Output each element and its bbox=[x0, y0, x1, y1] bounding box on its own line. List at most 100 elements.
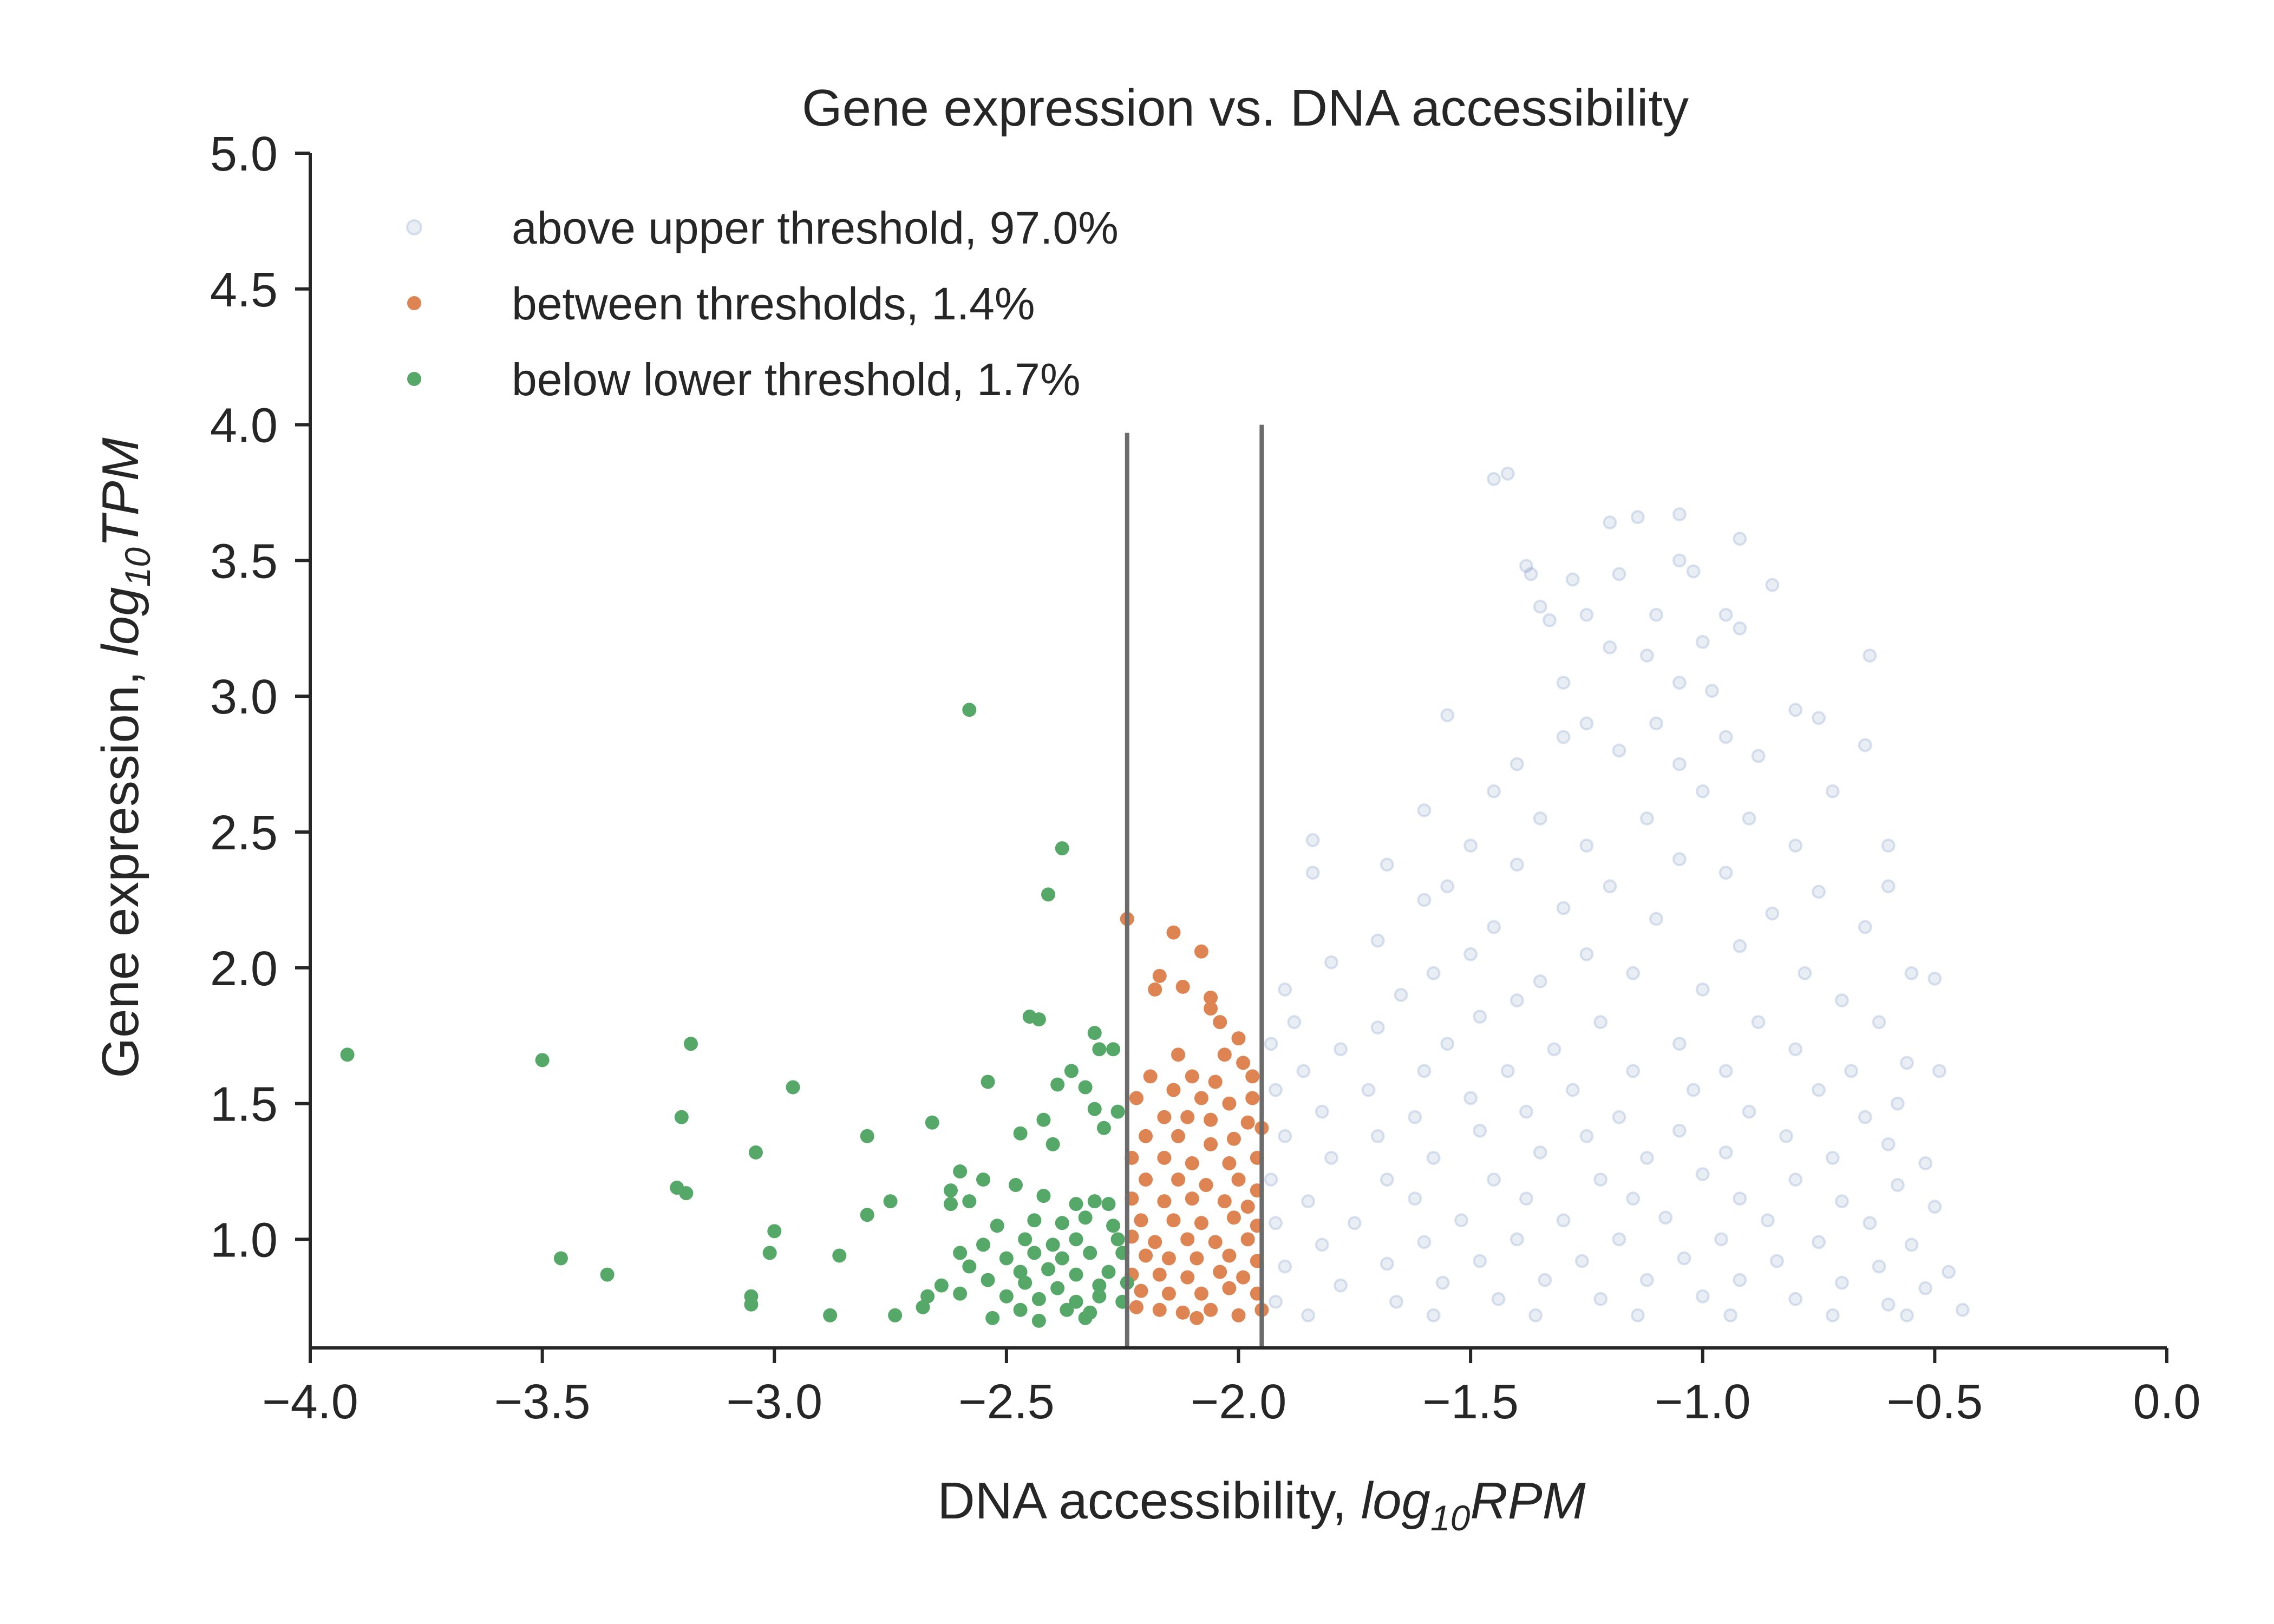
data-point bbox=[1718, 1145, 1733, 1160]
data-point bbox=[1370, 1020, 1385, 1035]
data-point bbox=[1500, 1064, 1515, 1078]
data-point bbox=[976, 1237, 991, 1252]
data-point bbox=[1069, 1294, 1083, 1309]
x-tick-label: −4.0 bbox=[262, 1375, 358, 1429]
data-point bbox=[1942, 1265, 1956, 1279]
data-point bbox=[1240, 1232, 1255, 1247]
data-point bbox=[1087, 1194, 1102, 1209]
data-point bbox=[1069, 1232, 1083, 1247]
data-point bbox=[1222, 1096, 1237, 1111]
data-point bbox=[1463, 947, 1478, 961]
data-point bbox=[962, 1259, 977, 1274]
data-point bbox=[1844, 1064, 1859, 1078]
data-point bbox=[1041, 1262, 1056, 1276]
data-point bbox=[1055, 1216, 1069, 1230]
data-point bbox=[1245, 1091, 1260, 1105]
y-tick-label: 3.5 bbox=[210, 534, 278, 588]
data-point bbox=[1765, 906, 1780, 921]
series-1 bbox=[1120, 912, 1269, 1325]
data-point bbox=[1556, 676, 1571, 690]
data-point bbox=[1858, 738, 1872, 752]
data-point bbox=[1139, 1248, 1153, 1263]
data-point bbox=[860, 1208, 874, 1222]
data-point bbox=[1208, 1235, 1223, 1249]
y-tick-label: 4.0 bbox=[210, 399, 278, 453]
y-axis-title: Gene expression, log10TPM bbox=[92, 437, 158, 1078]
y-tick-label: 1.0 bbox=[210, 1213, 278, 1267]
data-point bbox=[1788, 1292, 1803, 1306]
data-point bbox=[1630, 510, 1645, 525]
data-point bbox=[1639, 1150, 1654, 1165]
data-point bbox=[1204, 1137, 1218, 1151]
data-point bbox=[1217, 1047, 1232, 1062]
data-point bbox=[1180, 1270, 1195, 1285]
x-tick-label: −2.5 bbox=[958, 1375, 1055, 1429]
data-point bbox=[1204, 990, 1218, 1005]
data-point bbox=[1872, 1259, 1886, 1274]
data-point bbox=[1626, 1064, 1641, 1078]
data-point bbox=[1881, 839, 1896, 853]
data-point bbox=[679, 1186, 694, 1201]
data-point bbox=[962, 1194, 977, 1209]
data-point bbox=[985, 1311, 1000, 1325]
data-point bbox=[1305, 866, 1320, 880]
data-point bbox=[1408, 1110, 1422, 1124]
data-point bbox=[1556, 730, 1571, 744]
series-0 bbox=[1264, 466, 1970, 1322]
data-point bbox=[535, 1053, 550, 1068]
data-point bbox=[1041, 887, 1056, 902]
legend-label: between thresholds, 1.4% bbox=[512, 278, 1035, 329]
data-point bbox=[1370, 933, 1385, 948]
data-point bbox=[1278, 982, 1292, 997]
data-point bbox=[1092, 1042, 1107, 1057]
data-point bbox=[1603, 640, 1617, 654]
data-point bbox=[1380, 857, 1394, 872]
data-point bbox=[1769, 1254, 1784, 1268]
data-point bbox=[1533, 1145, 1547, 1160]
data-point bbox=[925, 1115, 939, 1130]
data-point bbox=[1672, 553, 1687, 568]
data-point bbox=[1143, 1069, 1158, 1084]
data-point bbox=[1612, 1110, 1626, 1124]
data-point bbox=[920, 1289, 935, 1304]
data-point bbox=[1440, 879, 1455, 894]
legend-label: below lower threshold, 1.7% bbox=[512, 354, 1081, 405]
data-point bbox=[1899, 1056, 1914, 1070]
data-point bbox=[1296, 1064, 1311, 1078]
data-point bbox=[1152, 1302, 1167, 1317]
data-point bbox=[1579, 607, 1594, 622]
data-point bbox=[1417, 1064, 1432, 1078]
data-point bbox=[1045, 1237, 1060, 1252]
data-point bbox=[1009, 1178, 1023, 1193]
data-point bbox=[1579, 1129, 1594, 1143]
data-point bbox=[1161, 1286, 1176, 1301]
data-point bbox=[1222, 1156, 1237, 1170]
data-point bbox=[1185, 1069, 1199, 1084]
data-point bbox=[1166, 1213, 1181, 1228]
x-tick-label: −1.0 bbox=[1655, 1375, 1751, 1429]
data-point bbox=[1812, 1235, 1826, 1249]
data-point bbox=[1593, 1015, 1608, 1030]
data-point bbox=[1834, 1275, 1849, 1290]
data-point bbox=[1087, 1102, 1102, 1116]
data-point bbox=[1092, 1278, 1107, 1293]
data-point bbox=[981, 1075, 995, 1089]
y-tick-label: 1.5 bbox=[210, 1078, 278, 1132]
data-point bbox=[748, 1145, 763, 1160]
data-point bbox=[1677, 1251, 1691, 1266]
data-point bbox=[944, 1183, 958, 1198]
data-point bbox=[1579, 839, 1594, 853]
data-point bbox=[1649, 716, 1664, 731]
data-point bbox=[1927, 971, 1942, 986]
data-point bbox=[1695, 982, 1710, 997]
data-point bbox=[1718, 1064, 1733, 1078]
data-point bbox=[1454, 1213, 1468, 1228]
data-point bbox=[1486, 1173, 1501, 1187]
data-point bbox=[1881, 879, 1896, 894]
data-point bbox=[1190, 1311, 1204, 1325]
x-axis-title: DNA accessibility, log10RPM bbox=[937, 1472, 1585, 1538]
data-point bbox=[1556, 901, 1571, 915]
data-point bbox=[883, 1194, 898, 1209]
data-point bbox=[1649, 607, 1664, 622]
